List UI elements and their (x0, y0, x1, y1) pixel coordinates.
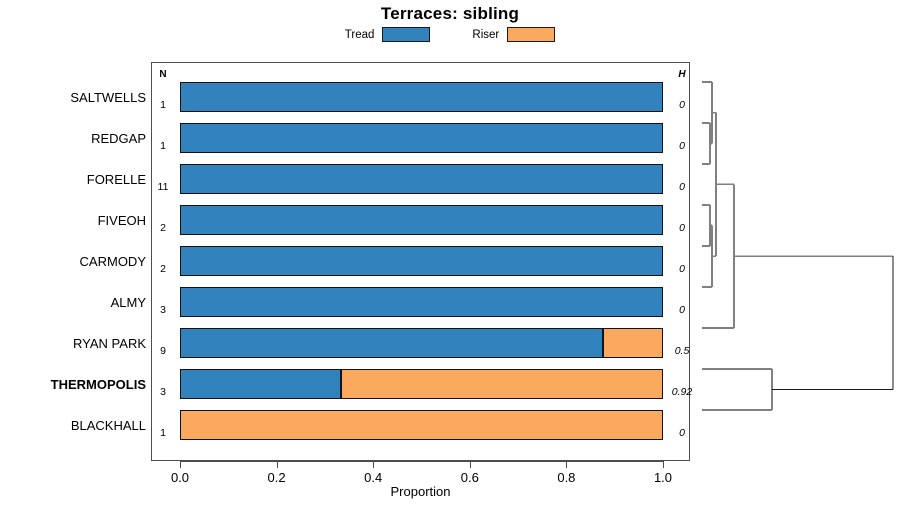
x-axis-tick (566, 461, 568, 468)
bar-segment-tread[interactable] (180, 205, 663, 235)
category-label: SALTWELLS (70, 90, 146, 105)
bar-row (180, 410, 663, 440)
x-axis: 0.0 0.2 0.4 0.6 0.8 1.0 (151, 461, 690, 501)
category-label: THERMOPOLIS (50, 377, 146, 392)
h-value: 0 (679, 263, 685, 275)
n-value: 2 (160, 222, 166, 234)
bar-segment-tread[interactable] (180, 369, 341, 399)
h-value: 0 (679, 222, 685, 234)
x-axis-tick (469, 461, 471, 468)
legend-label-tread: Tread (344, 28, 375, 41)
h-value: 0 (679, 140, 685, 152)
n-value: 1 (160, 99, 166, 111)
h-column-header: H (678, 69, 686, 80)
category-label: REDGAP (91, 131, 146, 146)
bar-row (180, 123, 663, 153)
legend: Tread Riser (0, 27, 900, 42)
category-labels: SALTWELLS REDGAP FORELLE FIVEOH CARMODY ALMY R… (0, 62, 146, 461)
bar-segment-tread[interactable] (180, 287, 663, 317)
h-value: 0 (679, 99, 685, 111)
n-value: 3 (160, 304, 166, 316)
x-axis-tick (373, 461, 375, 468)
x-axis-tick-label: 0.8 (557, 470, 576, 485)
n-column: N 1 1 11 2 2 3 9 3 1 (151, 62, 179, 461)
bar-row (180, 369, 663, 399)
n-value: 3 (160, 386, 166, 398)
n-value: 11 (157, 181, 169, 193)
bar-row (180, 205, 663, 235)
h-value: 0 (679, 181, 685, 193)
x-axis-tick (663, 461, 664, 468)
x-axis-tick (180, 461, 181, 468)
x-axis-tick-label: 0.2 (267, 470, 286, 485)
x-axis-tick-label: 0.0 (170, 470, 190, 485)
n-value: 1 (160, 427, 166, 439)
legend-item-riser[interactable]: Riser (472, 27, 556, 42)
h-value: 0 (679, 304, 685, 316)
bar-segment-tread[interactable] (180, 246, 663, 276)
n-column-header: N (159, 69, 167, 80)
bar-row (180, 328, 663, 358)
x-axis-tick-label: 1.0 (653, 470, 673, 485)
x-axis-tick (276, 461, 278, 468)
bar-row (180, 82, 663, 112)
category-label: ALMY (110, 295, 146, 310)
dendrogram-svg (702, 81, 894, 411)
bar-segment-tread[interactable] (180, 328, 603, 358)
bar-segment-riser[interactable] (180, 410, 663, 440)
h-column: H 0 0 0 0 0 0 0.5 0.92 0 (663, 62, 703, 461)
n-value: 2 (160, 263, 166, 275)
category-label: CARMODY (79, 254, 146, 269)
h-value: 0 (679, 427, 685, 439)
bar-row (180, 164, 663, 194)
h-value: 0.5 (674, 345, 690, 357)
category-label: BLACKHALL (70, 418, 146, 433)
category-label: FIVEOH (97, 213, 146, 228)
legend-swatch-tread (382, 27, 431, 42)
x-axis-tick-label: 0.4 (364, 470, 383, 485)
category-label: RYAN PARK (73, 336, 146, 351)
bar-row (180, 287, 663, 317)
bar-row (180, 246, 663, 276)
dendrogram (690, 62, 900, 461)
page-title: Terraces: sibling (380, 4, 520, 23)
n-value: 1 (160, 140, 166, 152)
category-label: FORELLE (86, 172, 146, 187)
h-value: 0.92 (671, 386, 693, 398)
bar-segment-tread[interactable] (180, 82, 663, 112)
bar-segment-riser[interactable] (341, 369, 663, 399)
x-axis-line (180, 461, 663, 462)
bar-segment-tread[interactable] (180, 164, 663, 194)
n-value: 9 (160, 345, 166, 357)
legend-label-riser: Riser (472, 28, 500, 41)
x-axis-title: Proportion (390, 484, 451, 499)
bar-segment-riser[interactable] (603, 328, 663, 358)
bar-segment-tread[interactable] (180, 123, 663, 153)
legend-swatch-riser (507, 27, 556, 42)
legend-item-tread[interactable]: Tread (345, 27, 431, 42)
x-axis-tick-label: 0.6 (460, 470, 479, 485)
